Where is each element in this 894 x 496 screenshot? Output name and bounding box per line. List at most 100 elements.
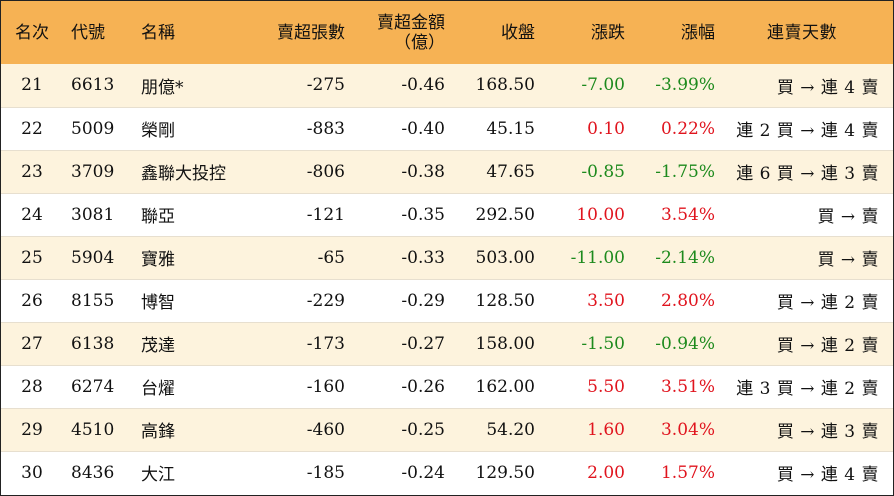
cell-code: 3081 xyxy=(63,192,133,236)
table-header-row: 名次 代號 名稱 賣超張數 賣超金額 （億） 收盤 漲跌 漲幅 連賣天數 xyxy=(1,1,893,64)
cell-close: 47.65 xyxy=(455,149,545,193)
cell-change: -11.00 xyxy=(545,235,635,279)
header-rank: 名次 xyxy=(15,22,49,43)
cell-code: 8155 xyxy=(63,278,133,322)
cell-rank: 26 xyxy=(1,278,63,322)
cell-change: 10.00 xyxy=(545,192,635,236)
cell-streak: 買 → 賣 xyxy=(725,192,893,236)
header-sell-lots: 賣超張數 xyxy=(277,22,345,43)
cell-rank: 23 xyxy=(1,149,63,193)
cell-name: 榮剛 xyxy=(133,106,273,150)
cell-change-pct: -2.14% xyxy=(635,235,725,279)
cell-sell-lots: -173 xyxy=(273,321,355,365)
cell-streak: 買 → 連 4 賣 xyxy=(776,77,879,98)
cell-rank: 24 xyxy=(1,192,63,236)
cell-change-pct: -1.75% xyxy=(635,149,725,193)
cell-code: 8436 xyxy=(63,450,133,494)
cell-code: 3709 xyxy=(63,149,133,193)
cell-code: 4510 xyxy=(63,407,133,451)
header-streak: 連賣天數 xyxy=(767,22,837,43)
table-row: 21 6613 朋億* -275 -0.46 168.50 -7.00 -3.99% 買 → 連… xyxy=(1,64,893,107)
cell-sell-lots: -185 xyxy=(273,450,355,494)
cell-streak: 買 → 連 4 賣 xyxy=(725,450,893,494)
cell-change-pct: 0.22% xyxy=(635,106,725,150)
cell-close: 45.15 xyxy=(455,106,545,150)
cell-sell-amount: -0.29 xyxy=(355,278,455,322)
cell-rank: 27 xyxy=(1,321,63,365)
header-name: 名稱 xyxy=(141,22,175,43)
cell-sell-lots: -883 xyxy=(273,106,355,150)
cell-code: 6138 xyxy=(63,321,133,365)
cell-sell-amount: -0.35 xyxy=(355,192,455,236)
cell-change-pct: 2.80% xyxy=(635,278,725,322)
cell-streak: 買 → 連 2 賣 xyxy=(725,278,893,322)
cell-change: 3.50 xyxy=(545,278,635,322)
cell-sell-amount: -0.24 xyxy=(355,450,455,494)
cell-change-pct: 3.51% xyxy=(635,364,725,408)
cell-name: 博智 xyxy=(133,278,273,322)
cell-code: 6274 xyxy=(63,364,133,408)
cell-close: 128.50 xyxy=(455,278,545,322)
cell-sell-amount: -0.38 xyxy=(355,149,455,193)
table-row: 28 6274 台燿 -160 -0.26 162.00 5.50 3.51% 連 3 買 → … xyxy=(1,364,893,408)
header-sell-amount: 賣超金額 （億） xyxy=(355,1,455,64)
cell-sell-lots: -229 xyxy=(273,278,355,322)
cell-streak: 買 → 連 3 賣 xyxy=(725,407,893,451)
cell-sell-lots: -806 xyxy=(273,149,355,193)
cell-change-pct: 3.54% xyxy=(635,192,725,236)
cell-close: 129.50 xyxy=(455,450,545,494)
cell-sell-amount: -0.46 xyxy=(401,75,445,96)
cell-change: 0.10 xyxy=(545,106,635,150)
cell-sell-amount: -0.27 xyxy=(355,321,455,365)
table-body: 21 6613 朋億* -275 -0.46 168.50 -7.00 -3.99% 買 → 連… xyxy=(1,64,893,494)
cell-change: -0.85 xyxy=(545,149,635,193)
cell-name: 台燿 xyxy=(133,364,273,408)
table-row: 29 4510 高鋒 -460 -0.25 54.20 1.60 3.04% 買 → 連 3 賣 xyxy=(1,407,893,451)
table-row: 27 6138 茂達 -173 -0.27 158.00 -1.50 -0.94% 買 → 連 … xyxy=(1,321,893,365)
cell-streak: 連 3 買 → 連 2 賣 xyxy=(725,364,893,408)
table-row: 23 3709 鑫聯大投控 -806 -0.38 47.65 -0.85 -1.75% 連 6 … xyxy=(1,149,893,193)
cell-streak: 連 6 買 → 連 3 賣 xyxy=(725,149,893,193)
cell-change: 1.60 xyxy=(545,407,635,451)
cell-close: 292.50 xyxy=(455,192,545,236)
cell-sell-lots: -160 xyxy=(273,364,355,408)
cell-close: 168.50 xyxy=(475,75,535,96)
header-change-pct: 漲幅 xyxy=(681,22,715,43)
table-row: 26 8155 博智 -229 -0.29 128.50 3.50 2.80% 買 → 連 2 … xyxy=(1,278,893,322)
cell-name: 茂達 xyxy=(133,321,273,365)
cell-name: 高鋒 xyxy=(133,407,273,451)
cell-rank: 28 xyxy=(1,364,63,408)
cell-code: 5009 xyxy=(63,106,133,150)
cell-sell-amount: -0.40 xyxy=(355,106,455,150)
header-change: 漲跌 xyxy=(591,22,625,43)
cell-change-pct: -3.99% xyxy=(655,75,715,96)
cell-streak: 連 2 買 → 連 4 賣 xyxy=(725,106,893,150)
cell-streak: 買 → 賣 xyxy=(725,235,893,279)
cell-rank: 22 xyxy=(1,106,63,150)
cell-change: 5.50 xyxy=(545,364,635,408)
cell-rank: 21 xyxy=(21,75,43,96)
cell-sell-lots: -65 xyxy=(273,235,355,279)
cell-name: 朋億* xyxy=(141,77,184,98)
cell-name: 鑫聯大投控 xyxy=(133,149,273,193)
cell-rank: 25 xyxy=(1,235,63,279)
cell-close: 162.00 xyxy=(455,364,545,408)
cell-close: 503.00 xyxy=(455,235,545,279)
cell-sell-lots: -460 xyxy=(273,407,355,451)
cell-close: 158.00 xyxy=(455,321,545,365)
header-sell-amount-line1: 賣超金額 xyxy=(377,12,445,33)
cell-change-pct: -0.94% xyxy=(635,321,725,365)
cell-name: 聯亞 xyxy=(133,192,273,236)
table-row: 24 3081 聯亞 -121 -0.35 292.50 10.00 3.54% 買 → 賣 xyxy=(1,192,893,236)
cell-streak: 買 → 連 2 賣 xyxy=(725,321,893,365)
cell-change: -1.50 xyxy=(545,321,635,365)
cell-code: 5904 xyxy=(63,235,133,279)
cell-change-pct: 1.57% xyxy=(635,450,725,494)
table-row: 30 8436 大江 -185 -0.24 129.50 2.00 1.57% 買 → 連 4 … xyxy=(1,450,893,494)
header-sell-amount-line2: （億） xyxy=(394,32,445,53)
cell-change: -7.00 xyxy=(581,75,625,96)
cell-name: 大江 xyxy=(133,450,273,494)
cell-sell-amount: -0.33 xyxy=(355,235,455,279)
